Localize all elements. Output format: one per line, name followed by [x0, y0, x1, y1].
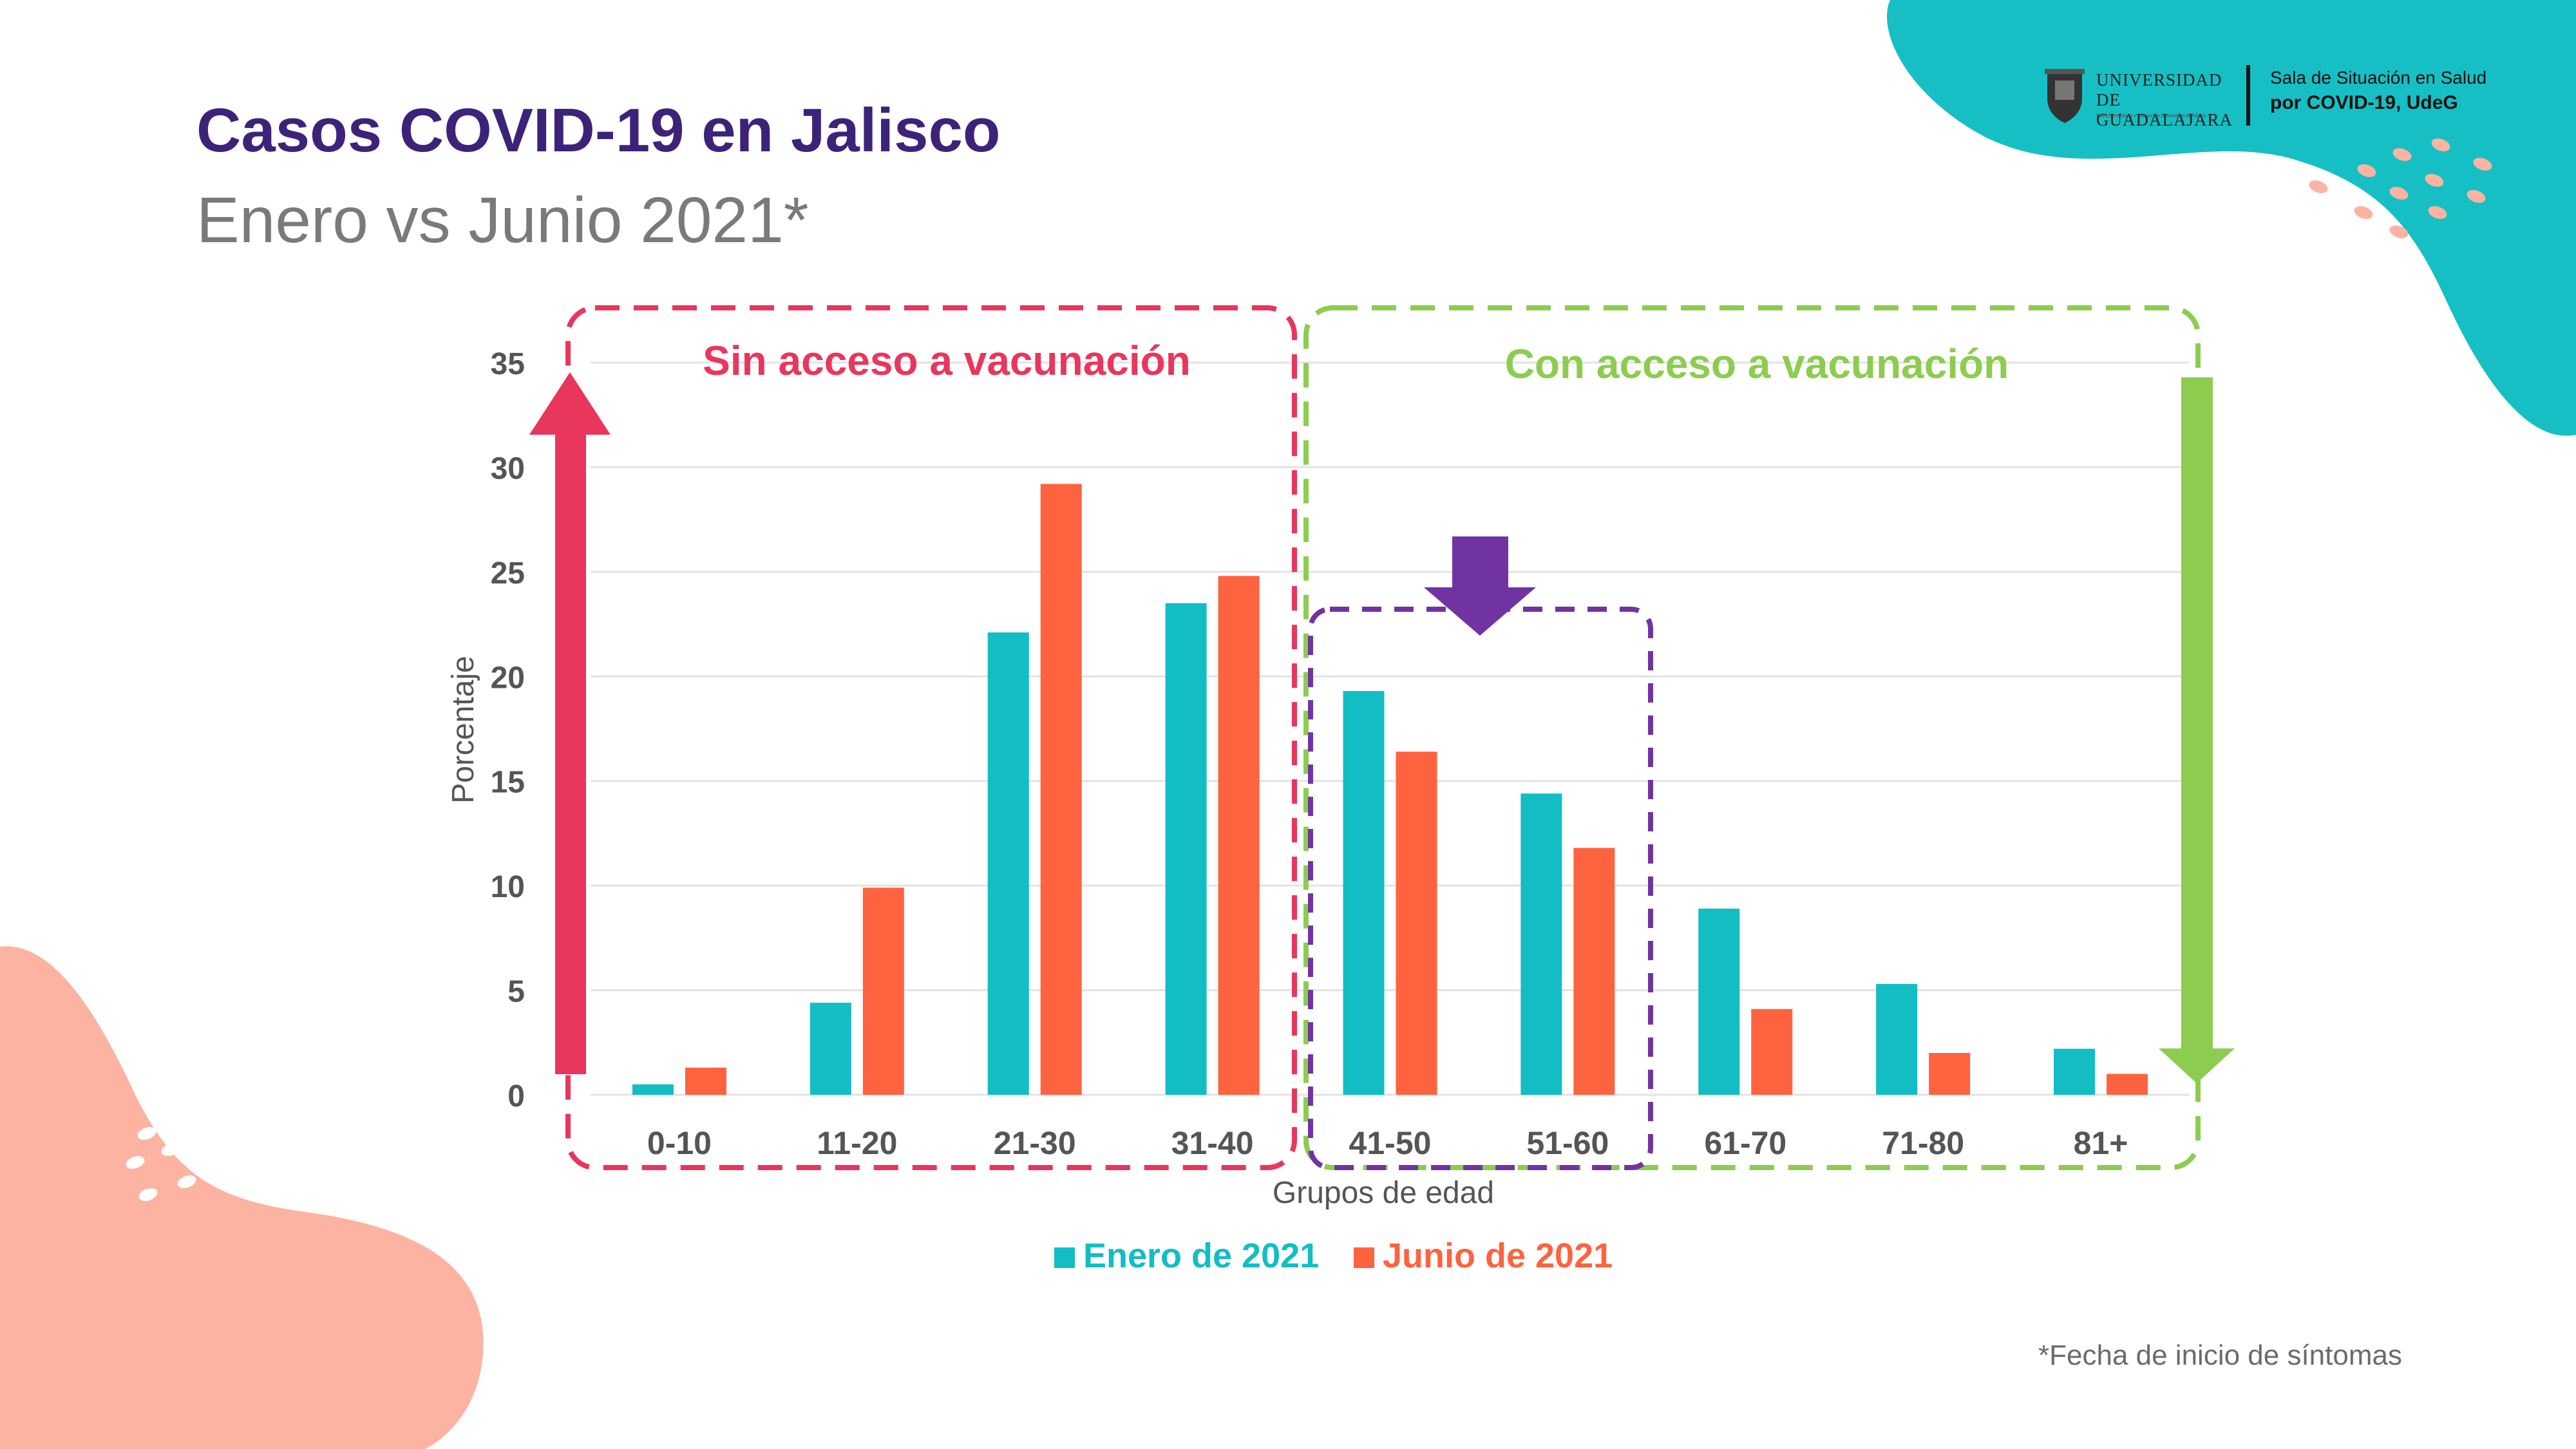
up-arrow-magenta [529, 372, 611, 1074]
x-tick-label: 41-50 [1349, 1125, 1432, 1161]
udeg-logo: UNIVERSIDAD DE GUADALAJARA Red Universit… [2038, 61, 2502, 132]
bar-junio-11-20 [862, 887, 904, 1095]
salmon-decoration-blob [0, 946, 484, 1449]
bar-junio-81+ [2107, 1074, 2148, 1095]
bar-junio-0-10 [685, 1067, 726, 1095]
bar-junio-61-70 [1751, 1009, 1793, 1095]
bar-enero-0-10 [632, 1084, 674, 1095]
legend-swatch-junio [1354, 1247, 1374, 1268]
slide-subtitle: Enero vs Junio 2021* [196, 184, 809, 256]
y-tick-label: 10 [491, 870, 525, 904]
bar-enero-61-70 [1698, 908, 1740, 1095]
y-tick-label: 35 [491, 347, 525, 381]
footnote: *Fecha de inicio de síntomas [2038, 1340, 2402, 1371]
bar-enero-71-80 [1876, 983, 1918, 1095]
y-tick-label: 0 [507, 1079, 525, 1113]
legend-swatch-enero [1054, 1247, 1075, 1268]
x-tick-label: 0-10 [647, 1125, 712, 1161]
x-tick-label: 31-40 [1171, 1125, 1254, 1161]
bar-enero-51-60 [1520, 793, 1562, 1095]
bar-junio-41-50 [1396, 752, 1437, 1095]
slide-title: Casos COVID-19 en Jalisco [196, 96, 1001, 165]
university-name: UNIVERSIDAD DE GUADALAJARA [2096, 70, 2233, 129]
y-tick-label: 30 [491, 451, 525, 486]
bar-junio-31-40 [1218, 576, 1260, 1095]
bar-enero-21-30 [987, 632, 1029, 1095]
down-arrow-green [2159, 377, 2235, 1083]
bar-junio-51-60 [1573, 848, 1615, 1095]
x-tick-label: 61-70 [1704, 1125, 1786, 1161]
down-arrow-purple [1424, 536, 1536, 636]
salmon-dots-decoration [126, 1104, 235, 1201]
x-tick-label: 21-30 [994, 1125, 1076, 1161]
vaccine-label: Con acceso a vacunación [1505, 341, 2009, 387]
highlight-41-60-box [1308, 607, 1653, 1170]
legend: Enero de 2021 Junio de 2021 [1054, 1236, 1613, 1275]
x-tick-label: 51-60 [1526, 1125, 1609, 1161]
y-axis-label: Porcentaje [446, 656, 480, 803]
x-tick-label: 71-80 [1882, 1125, 1964, 1161]
logo-separator [2246, 65, 2250, 126]
udeg-shield-icon [2045, 69, 2085, 123]
bar-enero-11-20 [810, 1003, 851, 1095]
logo-line2: por COVID-19, UdeG [2270, 92, 2458, 113]
university-motto: Red Universitaria e Institución Beneméri… [2096, 113, 2206, 118]
y-tick-label: 5 [507, 975, 525, 1009]
bar-junio-21-30 [1040, 484, 1082, 1095]
bar-enero-81+ [2054, 1048, 2096, 1095]
logo-line1: Sala de Situación en Salud [2270, 68, 2487, 88]
bar-enero-31-40 [1165, 603, 1207, 1095]
teal-dots-decoration [2309, 138, 2492, 238]
x-axis-label: Grupos de edad [1273, 1176, 1494, 1210]
legend-label-enero: Enero de 2021 [1083, 1236, 1319, 1275]
y-tick-label: 20 [491, 661, 525, 695]
bar-enero-41-50 [1343, 691, 1385, 1095]
y-tick-label: 15 [491, 766, 525, 800]
no-vaccine-label: Sin acceso a vacunación [703, 337, 1191, 384]
x-tick-label: 81+ [2074, 1125, 2128, 1161]
legend-label-junio: Junio de 2021 [1383, 1236, 1613, 1275]
y-tick-label: 25 [491, 556, 525, 591]
x-tick-label: 11-20 [817, 1125, 897, 1161]
bar-junio-71-80 [1929, 1053, 1971, 1095]
